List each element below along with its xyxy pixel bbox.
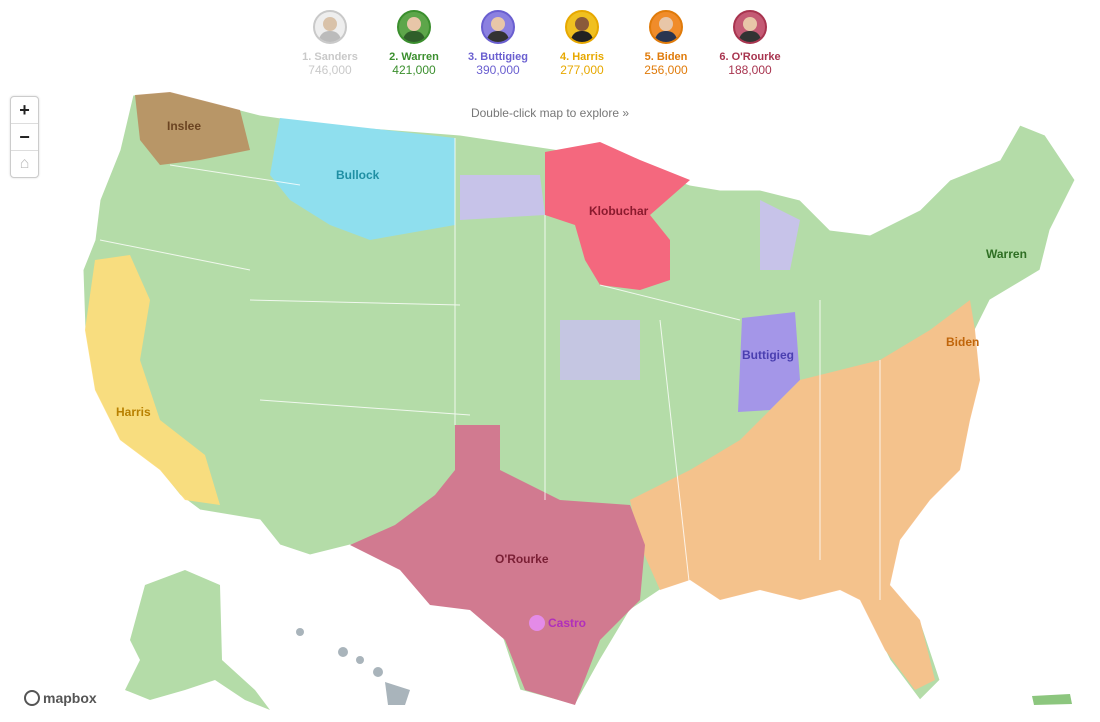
- legend-item-sanders[interactable]: 1. Sanders 746,000: [285, 8, 375, 77]
- legend-item-biden[interactable]: 5. Biden 256,000: [621, 8, 711, 77]
- legend-value: 746,000: [308, 63, 352, 77]
- legend-value: 256,000: [644, 63, 688, 77]
- zoom-in-button[interactable]: +: [11, 97, 38, 124]
- label-warren: Warren: [986, 247, 1027, 261]
- label-inslee: Inslee: [167, 119, 201, 133]
- attribution-text: mapbox: [43, 690, 97, 706]
- legend-name: 2. Warren: [389, 51, 439, 63]
- legend-item-harris[interactable]: 4. Harris 277,000: [537, 8, 627, 77]
- legend-item-orourke[interactable]: 6. O'Rourke 188,000: [705, 8, 795, 77]
- biden-avatar: [649, 10, 683, 44]
- label-harris: Harris: [116, 405, 151, 419]
- label-castro: Castro: [548, 616, 586, 630]
- inslee-region: [135, 92, 250, 165]
- legend-name: 5. Biden: [644, 51, 688, 63]
- label-klobuchar: Klobuchar: [589, 204, 649, 218]
- sanders-avatar: [313, 10, 347, 44]
- legend-name: 6. O'Rourke: [719, 51, 781, 63]
- legend-name: 3. Buttigieg: [468, 51, 528, 63]
- mapbox-logo-icon: [24, 690, 40, 706]
- bullock-region: [270, 118, 455, 240]
- zoom-controls: + − ⌂: [10, 96, 39, 178]
- home-button[interactable]: ⌂: [19, 155, 30, 172]
- harris-avatar: [565, 10, 599, 44]
- legend-value: 390,000: [476, 63, 520, 77]
- legend-name: 4. Harris: [559, 51, 605, 63]
- legend-item-warren[interactable]: 2. Warren 421,000: [369, 8, 459, 77]
- buttigieg-patch: [560, 320, 640, 380]
- legend-value: 421,000: [392, 63, 436, 77]
- mapbox-attribution[interactable]: mapbox: [24, 690, 97, 706]
- legend-value: 188,000: [728, 63, 772, 77]
- hawaii: [296, 628, 410, 705]
- explore-hint[interactable]: Double-click map to explore »: [470, 106, 630, 120]
- label-bullock: Bullock: [336, 168, 380, 182]
- alaska: [125, 570, 270, 710]
- harris-region: [85, 255, 220, 505]
- orourke-region: [350, 425, 645, 705]
- candidate-legend: 1. Sanders 746,000 2. Warren 421,000 3. …: [285, 8, 805, 80]
- buttigieg-patch: [460, 175, 545, 220]
- orourke-avatar: [733, 10, 767, 44]
- label-orourke: O'Rourke: [495, 552, 549, 566]
- legend-item-buttigieg[interactable]: 3. Buttigieg 390,000: [453, 8, 543, 77]
- buttigieg-patch: [760, 200, 800, 270]
- puerto-rico: [1032, 694, 1072, 705]
- label-biden: Biden: [946, 335, 979, 349]
- klobuchar-region: [545, 142, 690, 290]
- state-borders: [99, 138, 881, 600]
- warren-avatar: [397, 10, 431, 44]
- castro-region: [529, 615, 545, 631]
- legend-name: 1. Sanders: [302, 51, 358, 63]
- buttigieg-avatar: [481, 10, 515, 44]
- buttigieg-region: [738, 312, 800, 412]
- zoom-out-button[interactable]: −: [11, 124, 38, 151]
- legend-value: 277,000: [560, 63, 604, 77]
- biden-region: [630, 300, 980, 690]
- label-buttigieg: Buttigieg: [742, 348, 794, 362]
